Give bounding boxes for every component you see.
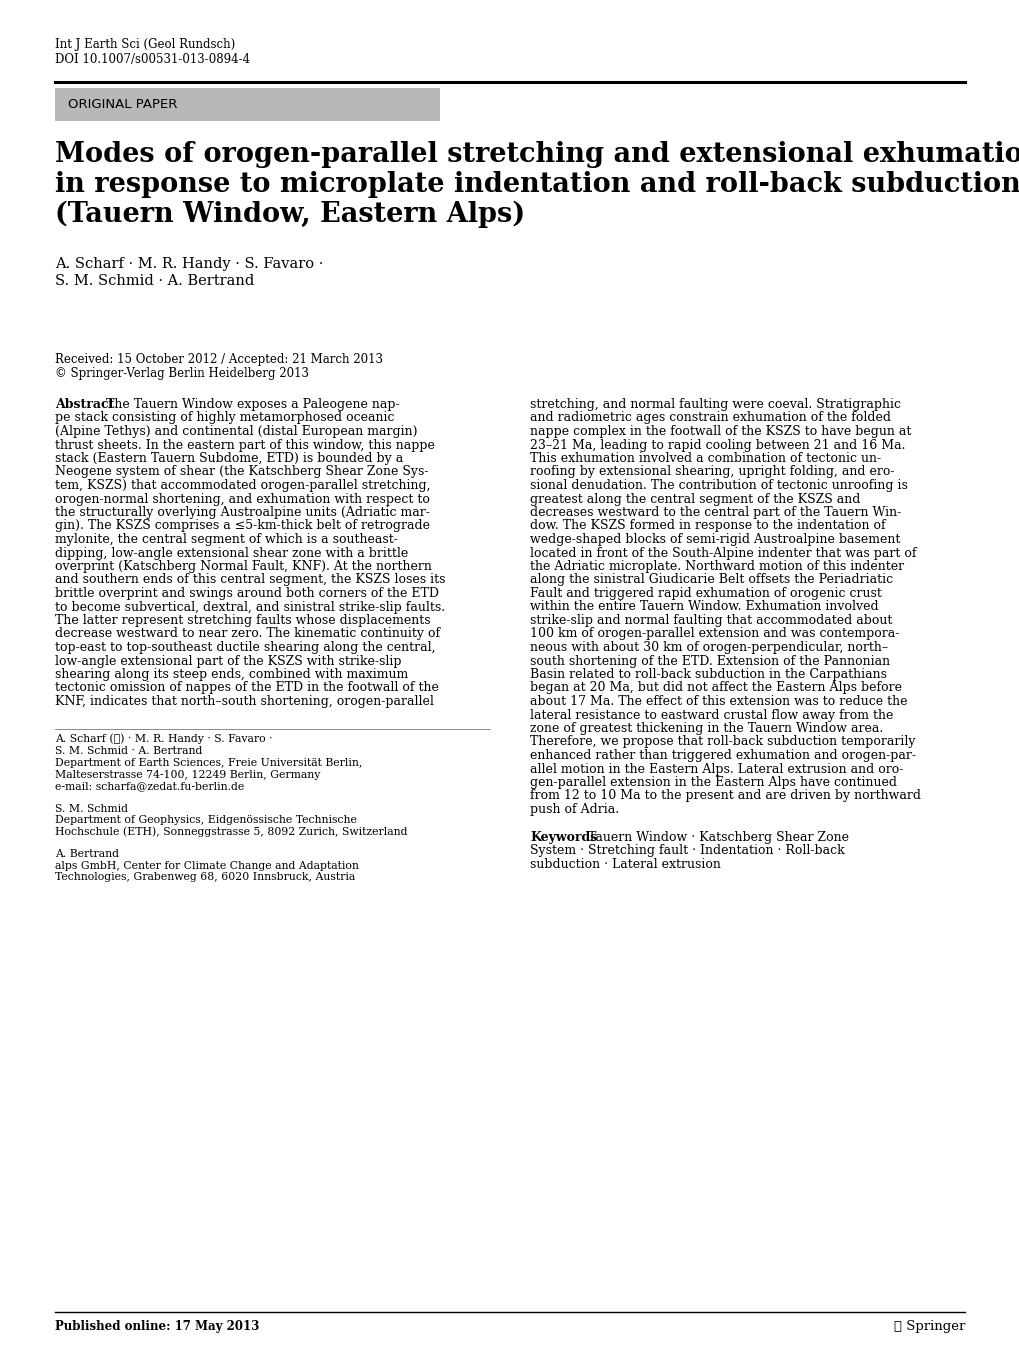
Text: 23–21 Ma, leading to rapid cooling between 21 and 16 Ma.: 23–21 Ma, leading to rapid cooling betwe… bbox=[530, 439, 905, 451]
Text: zone of greatest thickening in the Tauern Window area.: zone of greatest thickening in the Tauer… bbox=[530, 722, 882, 734]
Text: stack (Eastern Tauern Subdome, ETD) is bounded by a: stack (Eastern Tauern Subdome, ETD) is b… bbox=[55, 453, 403, 465]
Text: sional denudation. The contribution of tectonic unroofing is: sional denudation. The contribution of t… bbox=[530, 480, 907, 492]
Text: Int J Earth Sci (Geol Rundsch): Int J Earth Sci (Geol Rundsch) bbox=[55, 38, 235, 51]
Text: from 12 to 10 Ma to the present and are driven by northward: from 12 to 10 Ma to the present and are … bbox=[530, 790, 920, 802]
Text: Published online: 17 May 2013: Published online: 17 May 2013 bbox=[55, 1320, 259, 1333]
Text: © Springer-Verlag Berlin Heidelberg 2013: © Springer-Verlag Berlin Heidelberg 2013 bbox=[55, 367, 309, 379]
Text: subduction · Lateral extrusion: subduction · Lateral extrusion bbox=[530, 858, 720, 870]
Text: located in front of the South-Alpine indenter that was part of: located in front of the South-Alpine ind… bbox=[530, 546, 916, 560]
Text: The Tauern Window exposes a Paleogene nap-: The Tauern Window exposes a Paleogene na… bbox=[106, 398, 399, 411]
Text: along the sinistral Giudicarie Belt offsets the Periadriatic: along the sinistral Giudicarie Belt offs… bbox=[530, 573, 893, 587]
Text: A. Scharf (✉) · M. R. Handy · S. Favaro ·: A. Scharf (✉) · M. R. Handy · S. Favaro … bbox=[55, 734, 272, 744]
Text: Abstract: Abstract bbox=[55, 398, 114, 411]
Text: 100 km of orogen-parallel extension and was contempora-: 100 km of orogen-parallel extension and … bbox=[530, 627, 899, 641]
Text: orogen-normal shortening, and exhumation with respect to: orogen-normal shortening, and exhumation… bbox=[55, 492, 429, 505]
Text: Department of Earth Sciences, Freie Universität Berlin,: Department of Earth Sciences, Freie Univ… bbox=[55, 757, 362, 768]
Text: dow. The KSZS formed in response to the indentation of: dow. The KSZS formed in response to the … bbox=[530, 519, 884, 533]
Text: nappe complex in the footwall of the KSZS to have begun at: nappe complex in the footwall of the KSZ… bbox=[530, 425, 911, 438]
Text: ☂ Springer: ☂ Springer bbox=[893, 1320, 964, 1333]
Text: about 17 Ma. The effect of this extension was to reduce the: about 17 Ma. The effect of this extensio… bbox=[530, 695, 907, 709]
Text: wedge-shaped blocks of semi-rigid Austroalpine basement: wedge-shaped blocks of semi-rigid Austro… bbox=[530, 533, 900, 546]
Text: This exhumation involved a combination of tectonic un-: This exhumation involved a combination o… bbox=[530, 453, 880, 465]
Text: S. M. Schmid: S. M. Schmid bbox=[55, 804, 127, 813]
Text: to become subvertical, dextral, and sinistral strike-slip faults.: to become subvertical, dextral, and sini… bbox=[55, 600, 444, 614]
Bar bbox=[55, 88, 439, 121]
Text: ORIGINAL PAPER: ORIGINAL PAPER bbox=[68, 98, 177, 111]
Text: Therefore, we propose that roll-back subduction temporarily: Therefore, we propose that roll-back sub… bbox=[530, 736, 915, 748]
Text: decrease westward to near zero. The kinematic continuity of: decrease westward to near zero. The kine… bbox=[55, 627, 439, 641]
Text: overprint (Katschberg Normal Fault, KNF). At the northern: overprint (Katschberg Normal Fault, KNF)… bbox=[55, 560, 431, 573]
Text: Technologies, Grabenweg 68, 6020 Innsbruck, Austria: Technologies, Grabenweg 68, 6020 Innsbru… bbox=[55, 873, 355, 882]
Text: began at 20 Ma, but did not affect the Eastern Alps before: began at 20 Ma, but did not affect the E… bbox=[530, 682, 901, 695]
Text: the Adriatic microplate. Northward motion of this indenter: the Adriatic microplate. Northward motio… bbox=[530, 560, 903, 573]
Text: DOI 10.1007/s00531-013-0894-4: DOI 10.1007/s00531-013-0894-4 bbox=[55, 53, 250, 66]
Text: strike-slip and normal faulting that accommodated about: strike-slip and normal faulting that acc… bbox=[530, 614, 892, 627]
Text: The latter represent stretching faults whose displacements: The latter represent stretching faults w… bbox=[55, 614, 430, 627]
Text: and radiometric ages constrain exhumation of the folded: and radiometric ages constrain exhumatio… bbox=[530, 412, 891, 424]
Text: Modes of orogen-parallel stretching and extensional exhumation: Modes of orogen-parallel stretching and … bbox=[55, 141, 1019, 168]
Text: Received: 15 October 2012 / Accepted: 21 March 2013: Received: 15 October 2012 / Accepted: 21… bbox=[55, 354, 382, 366]
Text: (Tauern Window, Eastern Alps): (Tauern Window, Eastern Alps) bbox=[55, 201, 525, 228]
Text: tem, KSZS) that accommodated orogen-parallel stretching,: tem, KSZS) that accommodated orogen-para… bbox=[55, 480, 430, 492]
Text: south shortening of the ETD. Extension of the Pannonian: south shortening of the ETD. Extension o… bbox=[530, 654, 890, 668]
Text: roofing by extensional shearing, upright folding, and ero-: roofing by extensional shearing, upright… bbox=[530, 466, 894, 478]
Text: Department of Geophysics, Eidgenössische Technische: Department of Geophysics, Eidgenössische… bbox=[55, 816, 357, 825]
Text: S. M. Schmid · A. Bertrand: S. M. Schmid · A. Bertrand bbox=[55, 274, 254, 289]
Text: and southern ends of this central segment, the KSZS loses its: and southern ends of this central segmen… bbox=[55, 573, 445, 587]
Text: brittle overprint and swings around both corners of the ETD: brittle overprint and swings around both… bbox=[55, 587, 438, 600]
Text: push of Adria.: push of Adria. bbox=[530, 804, 619, 816]
Text: (Alpine Tethys) and continental (distal European margin): (Alpine Tethys) and continental (distal … bbox=[55, 425, 417, 438]
Text: dipping, low-angle extensional shear zone with a brittle: dipping, low-angle extensional shear zon… bbox=[55, 546, 408, 560]
Text: decreases westward to the central part of the Tauern Win-: decreases westward to the central part o… bbox=[530, 505, 901, 519]
Text: top-east to top-southeast ductile shearing along the central,: top-east to top-southeast ductile sheari… bbox=[55, 641, 435, 654]
Text: the structurally overlying Austroalpine units (Adriatic mar-: the structurally overlying Austroalpine … bbox=[55, 505, 429, 519]
Text: mylonite, the central segment of which is a southeast-: mylonite, the central segment of which i… bbox=[55, 533, 397, 546]
Text: pe stack consisting of highly metamorphosed oceanic: pe stack consisting of highly metamorpho… bbox=[55, 412, 394, 424]
Text: within the entire Tauern Window. Exhumation involved: within the entire Tauern Window. Exhumat… bbox=[530, 600, 877, 614]
Text: Neogene system of shear (the Katschberg Shear Zone Sys-: Neogene system of shear (the Katschberg … bbox=[55, 466, 428, 478]
Text: lateral resistance to eastward crustal flow away from the: lateral resistance to eastward crustal f… bbox=[530, 709, 893, 721]
Text: shearing along its steep ends, combined with maximum: shearing along its steep ends, combined … bbox=[55, 668, 408, 682]
Text: neous with about 30 km of orogen-perpendicular, north–: neous with about 30 km of orogen-perpend… bbox=[530, 641, 888, 654]
Text: e-mail: scharfa@zedat.fu-berlin.de: e-mail: scharfa@zedat.fu-berlin.de bbox=[55, 782, 244, 791]
Text: in response to microplate indentation and roll-back subduction: in response to microplate indentation an… bbox=[55, 171, 1019, 198]
Text: KNF, indicates that north–south shortening, orogen-parallel: KNF, indicates that north–south shorteni… bbox=[55, 695, 433, 709]
Text: allel motion in the Eastern Alps. Lateral extrusion and oro-: allel motion in the Eastern Alps. Latera… bbox=[530, 763, 903, 775]
Text: stretching, and normal faulting were coeval. Stratigraphic: stretching, and normal faulting were coe… bbox=[530, 398, 900, 411]
Text: thrust sheets. In the eastern part of this window, this nappe: thrust sheets. In the eastern part of th… bbox=[55, 439, 434, 451]
Text: gin). The KSZS comprises a ≤5-km-thick belt of retrograde: gin). The KSZS comprises a ≤5-km-thick b… bbox=[55, 519, 430, 533]
Text: greatest along the central segment of the KSZS and: greatest along the central segment of th… bbox=[530, 492, 860, 505]
Text: Malteserstrasse 74-100, 12249 Berlin, Germany: Malteserstrasse 74-100, 12249 Berlin, Ge… bbox=[55, 770, 320, 780]
Text: A. Bertrand: A. Bertrand bbox=[55, 848, 119, 859]
Text: A. Scharf · M. R. Handy · S. Favaro ·: A. Scharf · M. R. Handy · S. Favaro · bbox=[55, 257, 323, 271]
Text: low-angle extensional part of the KSZS with strike-slip: low-angle extensional part of the KSZS w… bbox=[55, 654, 401, 668]
Text: gen-parallel extension in the Eastern Alps have continued: gen-parallel extension in the Eastern Al… bbox=[530, 776, 896, 789]
Text: Keywords: Keywords bbox=[530, 831, 597, 844]
Text: alps GmbH, Center for Climate Change and Adaptation: alps GmbH, Center for Climate Change and… bbox=[55, 860, 359, 871]
Text: Basin related to roll-back subduction in the Carpathians: Basin related to roll-back subduction in… bbox=[530, 668, 887, 682]
Text: tectonic omission of nappes of the ETD in the footwall of the: tectonic omission of nappes of the ETD i… bbox=[55, 682, 438, 695]
Text: System · Stretching fault · Indentation · Roll-back: System · Stretching fault · Indentation … bbox=[530, 844, 844, 856]
Text: Fault and triggered rapid exhumation of orogenic crust: Fault and triggered rapid exhumation of … bbox=[530, 587, 881, 600]
Text: S. M. Schmid · A. Bertrand: S. M. Schmid · A. Bertrand bbox=[55, 747, 202, 756]
Text: enhanced rather than triggered exhumation and orogen-par-: enhanced rather than triggered exhumatio… bbox=[530, 749, 915, 762]
Text: Tauern Window · Katschberg Shear Zone: Tauern Window · Katschberg Shear Zone bbox=[587, 831, 848, 844]
Text: Hochschule (ETH), Sonneggstrasse 5, 8092 Zurich, Switzerland: Hochschule (ETH), Sonneggstrasse 5, 8092… bbox=[55, 827, 408, 837]
